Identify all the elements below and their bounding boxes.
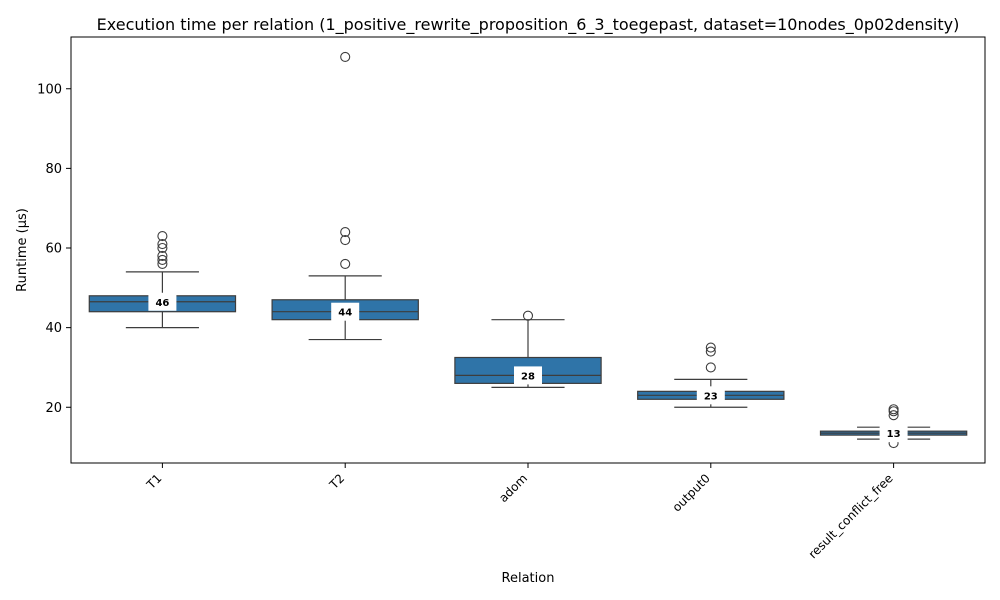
outlier-point	[157, 250, 168, 262]
y-tick-label: 60	[45, 242, 62, 257]
axes-frame	[70, 36, 986, 464]
box-group-result_conflict_free: 13	[819, 404, 968, 449]
outlier-point	[705, 362, 716, 373]
outlier-point	[157, 254, 168, 266]
median-label: 46	[155, 298, 169, 309]
outlier-point	[888, 410, 899, 421]
median-label: 23	[704, 391, 718, 402]
outlier-point	[340, 227, 351, 238]
outlier-point	[340, 234, 351, 246]
y-tick-label: 40	[45, 321, 62, 336]
median-label-bg	[696, 386, 725, 405]
y-tick-label: 80	[45, 162, 62, 177]
outlier-point	[157, 238, 168, 250]
outlier-point	[340, 258, 351, 269]
median-label-bg	[514, 366, 542, 385]
y-tick-label: 100	[37, 82, 62, 97]
median-label: 28	[521, 371, 535, 382]
outlier-point	[705, 346, 716, 357]
x-tick-label: T2	[326, 471, 347, 492]
plot-area: 20 40 60 80 100 T1 T2 adom output0 result_conflic…	[37, 36, 986, 561]
outlier-point	[340, 51, 351, 62]
outlier-point	[157, 231, 168, 242]
x-tick-label: adom	[496, 471, 530, 505]
x-tick-label: T1	[143, 471, 164, 492]
outlier-point	[705, 342, 716, 353]
box-group-T1: 46	[88, 231, 237, 329]
box-group-output0: 23	[637, 342, 785, 408]
median-label-bg	[879, 424, 908, 443]
x-axis-label: Relation	[502, 571, 555, 586]
x-tick-label: result_conflict_free	[806, 471, 896, 561]
box-group-adom: 28	[454, 310, 602, 388]
box-group-T2: 44	[271, 51, 419, 341]
y-axis-label: Runtime (µs)	[15, 208, 30, 292]
outlier-point	[522, 310, 534, 321]
median-label-bg	[148, 292, 177, 311]
y-tick-label: 20	[45, 401, 62, 416]
median-label: 13	[887, 429, 901, 440]
outlier-point	[157, 242, 168, 254]
chart-title: Execution time per relation (1_positive_…	[97, 15, 960, 35]
median-label-bg	[331, 302, 360, 321]
x-tick-label: output0	[670, 471, 713, 514]
median-label: 44	[338, 308, 352, 319]
outlier-point	[888, 404, 899, 415]
outlier-point	[157, 258, 168, 269]
